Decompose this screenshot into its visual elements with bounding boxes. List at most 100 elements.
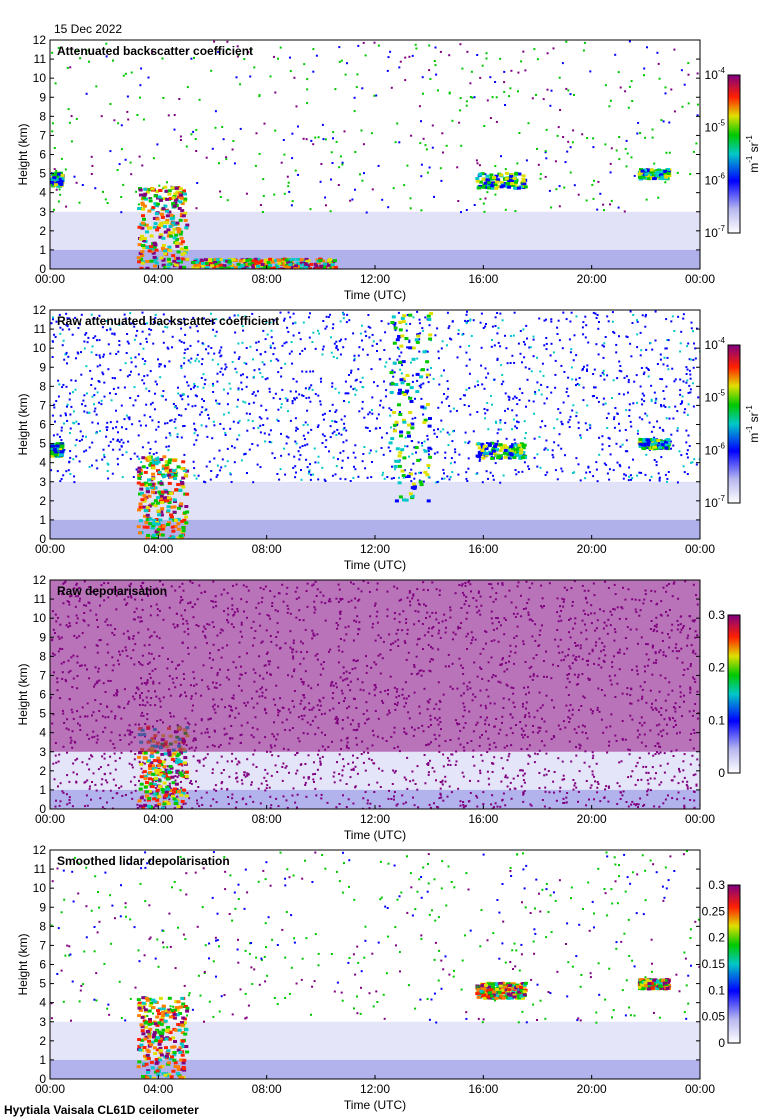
noise-pixel — [341, 774, 344, 777]
noise-pixel — [364, 54, 367, 57]
noise-pixel — [65, 323, 68, 326]
noise-pixel — [235, 772, 238, 775]
feature-pixel — [408, 313, 413, 317]
noise-pixel — [499, 345, 502, 348]
noise-pixel — [259, 431, 262, 434]
feature-pixel — [402, 420, 407, 424]
noise-pixel — [286, 398, 289, 401]
y-tick-label: 8 — [39, 379, 46, 393]
feature-pixel — [159, 496, 164, 500]
noise-pixel — [83, 410, 86, 413]
noise-pixel — [689, 388, 692, 391]
noise-pixel — [321, 433, 324, 436]
noise-pixel — [276, 473, 279, 475]
noise-pixel — [390, 426, 392, 429]
feature-pixel — [268, 257, 273, 261]
feature-pixel — [393, 465, 398, 468]
feature-pixel — [167, 189, 172, 193]
feature-pixel — [484, 447, 489, 451]
noise-pixel — [409, 322, 412, 325]
noise-pixel — [559, 786, 562, 789]
feature-pixel — [505, 181, 510, 185]
noise-pixel — [598, 436, 601, 439]
noise-pixel — [465, 209, 468, 211]
noise-pixel — [338, 340, 341, 343]
noise-pixel — [546, 471, 549, 474]
noise-pixel — [248, 402, 251, 405]
noise-pixel — [665, 318, 668, 321]
noise-pixel — [254, 164, 257, 167]
noise-pixel — [119, 369, 122, 372]
noise-pixel — [304, 421, 307, 424]
noise-pixel — [99, 356, 102, 359]
noise-pixel — [414, 397, 416, 400]
feature-pixel — [183, 211, 188, 215]
noise-pixel — [645, 453, 648, 456]
feature-pixel — [163, 197, 167, 201]
noise-pixel — [294, 476, 297, 479]
noise-pixel — [238, 356, 241, 359]
noise-pixel — [95, 432, 98, 435]
noise-pixel — [145, 403, 148, 406]
noise-pixel — [220, 346, 223, 349]
noise-pixel — [409, 207, 412, 210]
noise-pixel — [310, 473, 312, 476]
noise-pixel — [457, 332, 460, 335]
noise-pixel — [448, 478, 451, 481]
noise-pixel — [112, 387, 115, 390]
feature-pixel — [498, 449, 503, 453]
noise-pixel — [226, 392, 229, 395]
noise-pixel — [321, 413, 324, 416]
noise-pixel — [639, 385, 642, 388]
noise-pixel — [312, 473, 315, 476]
noise-pixel — [87, 336, 90, 339]
noise-pixel — [464, 394, 466, 397]
feature-pixel — [499, 181, 504, 185]
noise-pixel — [118, 344, 121, 347]
noise-pixel — [189, 326, 192, 329]
noise-pixel — [102, 789, 105, 792]
noise-pixel — [305, 397, 308, 400]
feature-pixel — [57, 177, 62, 181]
noise-pixel — [387, 56, 390, 59]
noise-pixel — [72, 771, 75, 774]
feature-pixel — [411, 357, 416, 361]
noise-pixel — [235, 76, 238, 79]
noise-pixel — [175, 468, 178, 471]
noise-pixel — [418, 318, 421, 321]
feature-pixel — [137, 207, 142, 210]
feature-pixel — [175, 221, 180, 225]
feature-pixel — [521, 179, 526, 183]
noise-pixel — [227, 48, 230, 50]
feature-pixel — [390, 321, 395, 324]
feature-pixel — [185, 469, 190, 473]
noise-pixel — [284, 362, 287, 365]
feature-pixel — [410, 422, 415, 426]
noise-pixel — [153, 322, 156, 324]
noise-pixel — [183, 341, 186, 344]
feature-pixel — [151, 524, 156, 528]
noise-pixel — [664, 86, 667, 89]
noise-pixel — [515, 396, 518, 399]
noise-pixel — [136, 455, 139, 458]
colorbar-tick-label: 10-4 — [705, 66, 726, 82]
feature-pixel — [52, 176, 57, 180]
noise-pixel — [533, 437, 536, 440]
feature-pixel — [60, 444, 65, 448]
noise-pixel — [279, 397, 282, 400]
noise-pixel — [689, 377, 692, 380]
noise-pixel — [453, 461, 456, 464]
noise-pixel — [325, 315, 328, 318]
feature-pixel — [137, 243, 142, 247]
feature-pixel — [137, 260, 142, 264]
noise-pixel — [287, 311, 290, 314]
noise-pixel — [66, 405, 68, 408]
noise-pixel — [162, 330, 165, 333]
noise-pixel — [466, 50, 469, 53]
noise-pixel — [537, 389, 540, 392]
feature-pixel — [181, 460, 186, 464]
feature-pixel — [179, 230, 184, 234]
feature-pixel — [642, 439, 647, 443]
noise-pixel — [310, 428, 313, 431]
noise-pixel — [245, 362, 248, 365]
